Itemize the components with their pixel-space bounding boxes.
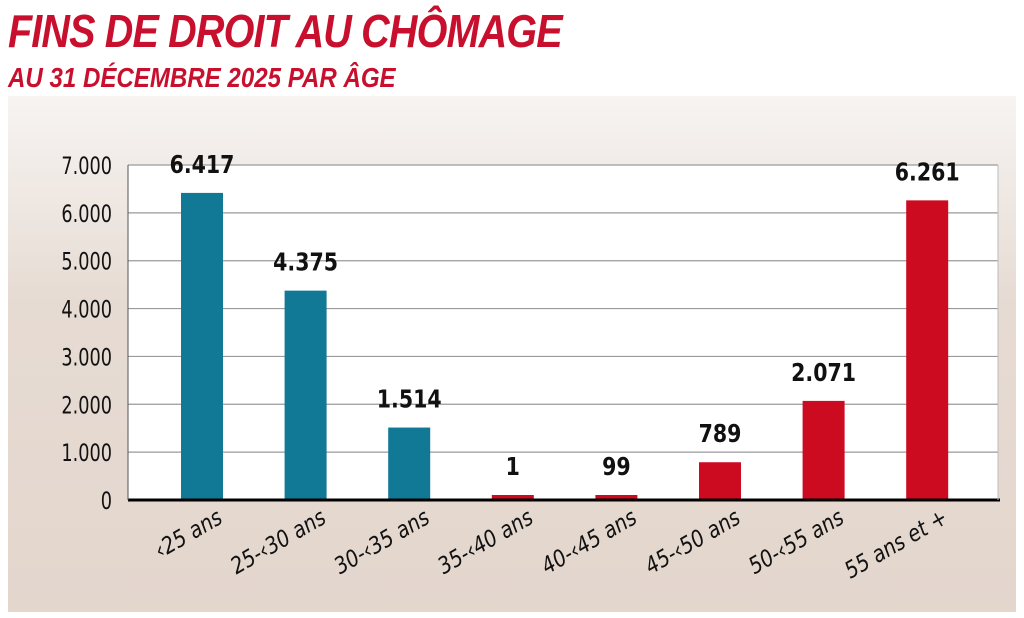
bar [181, 192, 223, 501]
x-tick-label: 35-‹40 ans [433, 504, 538, 580]
plot-area [128, 165, 998, 500]
y-tick-label: 6.000 [61, 201, 112, 228]
bar [491, 495, 534, 500]
bar [802, 400, 845, 500]
data-label: 2.071 [791, 359, 856, 387]
x-tick-label: ‹25 ans [150, 504, 227, 564]
data-label: 789 [699, 420, 742, 448]
data-label: 99 [602, 453, 631, 481]
bar [284, 290, 327, 500]
x-tick-label: 25-‹30 ans [226, 504, 331, 580]
data-label: 4.375 [273, 249, 338, 277]
bar [906, 200, 949, 500]
bar [699, 462, 741, 500]
x-tick-label: 40-‹45 ans [537, 504, 642, 580]
x-tick-label: 50-‹55 ans [744, 504, 849, 580]
y-tick-label: 4.000 [61, 297, 112, 324]
data-label: 6.417 [170, 151, 235, 179]
x-tick-label: 55 ans et + [840, 504, 952, 584]
y-tick-label: 2.000 [61, 393, 112, 420]
chart-subtitle: AU 31 DÉCEMBRE 2025 PAR ÂGE [8, 62, 396, 93]
y-tick-label: 3.000 [61, 345, 112, 372]
y-tick-label: 1.000 [61, 440, 112, 467]
x-tick-label: 45-‹50 ans [641, 504, 746, 580]
y-tick-label: 0 [101, 488, 112, 515]
y-tick-label: 7.000 [61, 153, 112, 180]
data-label: 1.514 [377, 386, 442, 414]
chart-title: FINS DE DROIT AU CHÔMAGE [8, 5, 563, 57]
x-tick-label: 30-‹35 ans [330, 504, 435, 580]
data-label: 1 [506, 453, 520, 481]
data-label: 6.261 [895, 158, 960, 186]
bar [388, 427, 431, 500]
y-tick-label: 5.000 [61, 249, 112, 276]
bar [595, 495, 638, 500]
